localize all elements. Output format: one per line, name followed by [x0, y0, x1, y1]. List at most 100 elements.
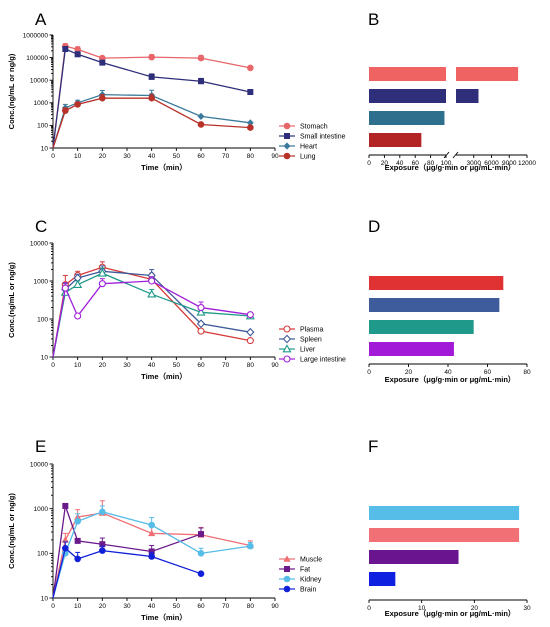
x-tick-label: 40	[444, 369, 452, 376]
bar-lung	[369, 133, 422, 147]
x-tick-label: 30	[123, 362, 131, 369]
x-axis-label: Exposure（μg/g·min or μg/mL·min）	[385, 608, 516, 618]
chart-E: E0 10 20 30 40 50 60 70 80 9010100100010000Time（m…	[7, 437, 322, 622]
legend-label: Fat	[300, 567, 310, 574]
x-tick-label: 60	[412, 160, 420, 167]
data-point	[246, 311, 254, 319]
data-point	[197, 54, 205, 62]
y-tick-label: 100	[37, 123, 48, 130]
x-tick-label: 0	[51, 603, 55, 610]
data-point	[246, 119, 254, 127]
x-axis-label: Exposure（μg/g·min or μg/mL·min）	[385, 374, 516, 384]
x-tick-label: 10	[418, 605, 426, 612]
x-axis-label: Time（min）	[141, 371, 187, 381]
x-tick-label: 30	[123, 603, 131, 610]
data-point	[99, 508, 106, 516]
legend-marker	[283, 325, 291, 333]
data-point	[247, 89, 254, 96]
x-tick-label: 50	[173, 362, 181, 369]
series-fat	[52, 502, 204, 599]
data-point	[62, 46, 69, 53]
legend-entry: Muscle	[279, 555, 322, 564]
data-point	[197, 570, 205, 577]
series-kidney	[52, 505, 254, 599]
data-point	[62, 107, 69, 114]
bar-brain	[369, 572, 396, 586]
x-tick-label: 20	[405, 369, 413, 376]
x-tick-label: 80	[427, 160, 435, 167]
panel-letter: B	[368, 10, 379, 29]
legend-marker	[283, 142, 291, 150]
x-tick-label: 6000	[484, 160, 499, 167]
legend-label: Small intestine	[300, 134, 346, 141]
data-point	[197, 112, 205, 121]
legend-marker	[284, 566, 290, 572]
legend-marker	[283, 152, 291, 160]
x-tick-label: 80	[247, 153, 255, 160]
data-point	[198, 78, 204, 85]
legend-entry: Brain	[279, 585, 316, 594]
x-tick-label: 80	[247, 362, 255, 369]
x-tick-label: 20	[99, 603, 107, 610]
data-point	[148, 277, 156, 285]
panel-letter: D	[368, 217, 380, 236]
legend-marker	[284, 133, 290, 139]
series-line	[52, 505, 202, 599]
data-point	[74, 555, 81, 563]
y-tick-label: 100000	[26, 55, 48, 62]
chart-D: D 0 20 40 60 80 Exposure（μg/g·min or μg/mL·min…	[367, 217, 531, 384]
data-point	[74, 101, 81, 108]
y-tick-label: 1000	[34, 506, 49, 513]
legend-label: Large intestine	[300, 357, 346, 364]
x-tick-label: 10	[74, 362, 82, 369]
data-point	[61, 536, 69, 543]
legend-entry: Spleen	[279, 334, 322, 344]
data-point	[197, 327, 205, 335]
x-tick-label: 30	[523, 605, 531, 612]
x-tick-label: 0	[51, 362, 55, 369]
panel-letter: A	[35, 10, 47, 29]
data-point	[197, 121, 205, 128]
data-point	[148, 553, 155, 560]
data-point	[148, 53, 155, 61]
x-tick-label: 20	[471, 605, 479, 612]
x-tick-label: 10	[74, 153, 82, 160]
series-line	[52, 272, 251, 358]
data-point	[73, 279, 83, 289]
x-tick-label: 60	[197, 603, 205, 610]
panel-letter: C	[35, 217, 47, 236]
data-point	[247, 64, 254, 72]
y-axis-label: Conc.(ng/mL or ng/g)	[7, 53, 16, 129]
legend-label: Stomach	[300, 124, 328, 131]
bar-fat	[369, 550, 459, 564]
x-tick-label: 50	[173, 603, 181, 610]
data-point	[246, 337, 254, 345]
legend-label: Brain	[300, 587, 316, 594]
bar-spleen	[369, 298, 500, 312]
x-tick-label: 0	[51, 153, 55, 160]
legend-label: Lung	[300, 154, 316, 161]
series-line	[52, 97, 251, 149]
series-lung	[52, 93, 254, 149]
x-tick-label: 20	[381, 160, 389, 167]
bar-plasma	[369, 276, 504, 290]
legend-marker	[283, 575, 291, 583]
series-line	[52, 547, 202, 599]
panel-letter: E	[35, 437, 46, 456]
y-tick-label: 10	[41, 595, 49, 602]
legend-entry: Small intestine	[279, 133, 346, 141]
data-point	[197, 550, 205, 557]
data-point	[196, 319, 206, 329]
legend-label: Kidney	[300, 577, 322, 584]
legend-label: Spleen	[300, 337, 322, 344]
series-small-intestine	[52, 46, 254, 149]
bar-kidney	[369, 506, 520, 520]
data-point	[61, 284, 69, 292]
data-point	[148, 521, 155, 529]
x-tick-label: 80	[247, 603, 255, 610]
y-axis-label: Conc.(ng/mL or ng/g)	[7, 262, 16, 338]
y-tick-label: 1000	[34, 278, 49, 285]
x-tick-label: 12000	[518, 160, 536, 167]
data-point	[74, 537, 81, 544]
legend-marker	[282, 344, 292, 353]
